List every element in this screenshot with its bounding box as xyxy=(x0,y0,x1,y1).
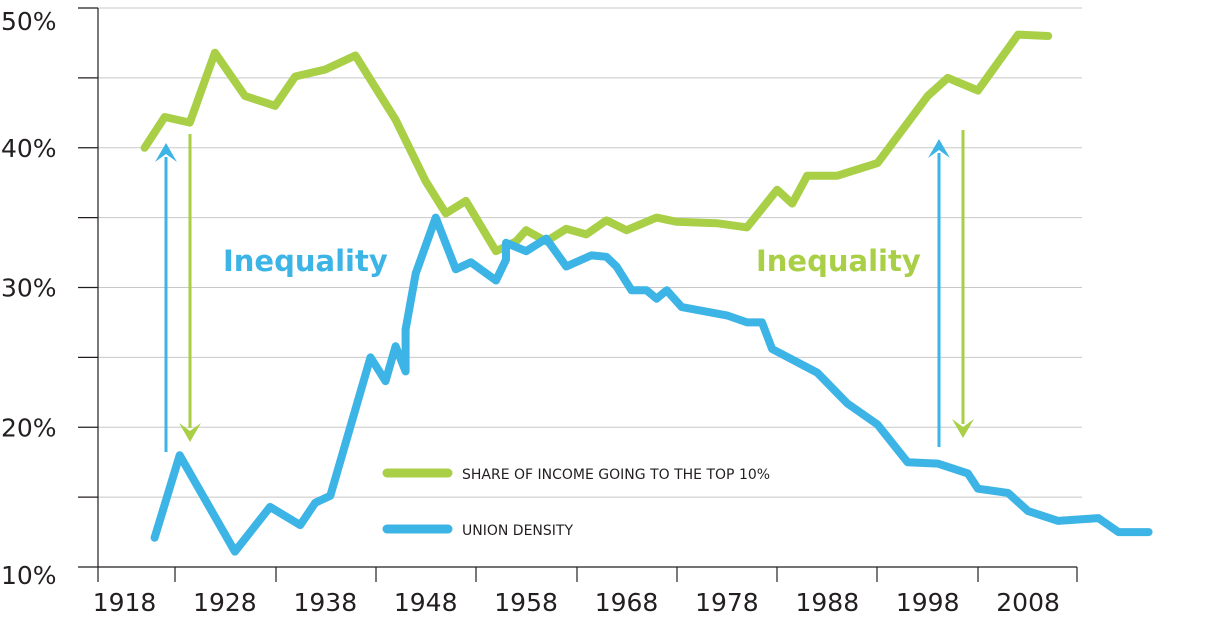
x-tick-label: 1938 xyxy=(293,588,357,617)
legend: SHARE OF INCOME GOING TO THE TOP 10% UNI… xyxy=(382,467,770,539)
arrow-up-right xyxy=(928,139,950,447)
x-tick-label: 1988 xyxy=(795,588,859,617)
arrow-down-right xyxy=(952,130,974,438)
y-tick-label: 30% xyxy=(1,274,57,303)
x-tick-label: 1978 xyxy=(695,588,759,617)
legend-label-union: UNION DENSITY xyxy=(462,523,573,539)
arrow-down-left-head xyxy=(179,423,201,442)
x-tick-label: 1998 xyxy=(896,588,960,617)
y-tick-label: 40% xyxy=(1,134,57,163)
arrow-down-right-head xyxy=(952,419,974,438)
y-tick-label: 10% xyxy=(1,561,57,590)
legend-label-top10: SHARE OF INCOME GOING TO THE TOP 10% xyxy=(462,467,770,483)
annotation-inequality-right: Inequality xyxy=(756,244,921,278)
x-tick-label: 1948 xyxy=(394,588,458,617)
y-tick-label: 50% xyxy=(1,7,57,36)
x-tick-label: 2008 xyxy=(996,588,1060,617)
arrow-up-left-head xyxy=(155,143,177,162)
x-tick-label: 1968 xyxy=(595,588,659,617)
x-tick-label: 1958 xyxy=(494,588,558,617)
series-line-union-density xyxy=(150,213,1153,556)
annotation-arrows xyxy=(155,130,974,452)
arrow-up-right-head xyxy=(928,139,950,158)
x-tick-label: 1918 xyxy=(93,588,157,617)
gridlines xyxy=(98,7,1082,498)
x-tick-label: 1928 xyxy=(193,588,257,617)
series-line-top10-share xyxy=(140,30,1053,256)
y-tick-label: 20% xyxy=(1,413,57,442)
arrow-up-left xyxy=(155,143,177,452)
arrow-down-left xyxy=(179,134,201,442)
x-axis-ticks: 1918 1928 1938 1948 1958 1968 1978 1988 1998 2008 xyxy=(93,567,1078,617)
annotation-inequality-left: Inequality xyxy=(223,244,388,278)
series-lines xyxy=(140,30,1153,556)
y-axis-ticks: 10% 20% 30% 40% 50% xyxy=(1,7,98,590)
